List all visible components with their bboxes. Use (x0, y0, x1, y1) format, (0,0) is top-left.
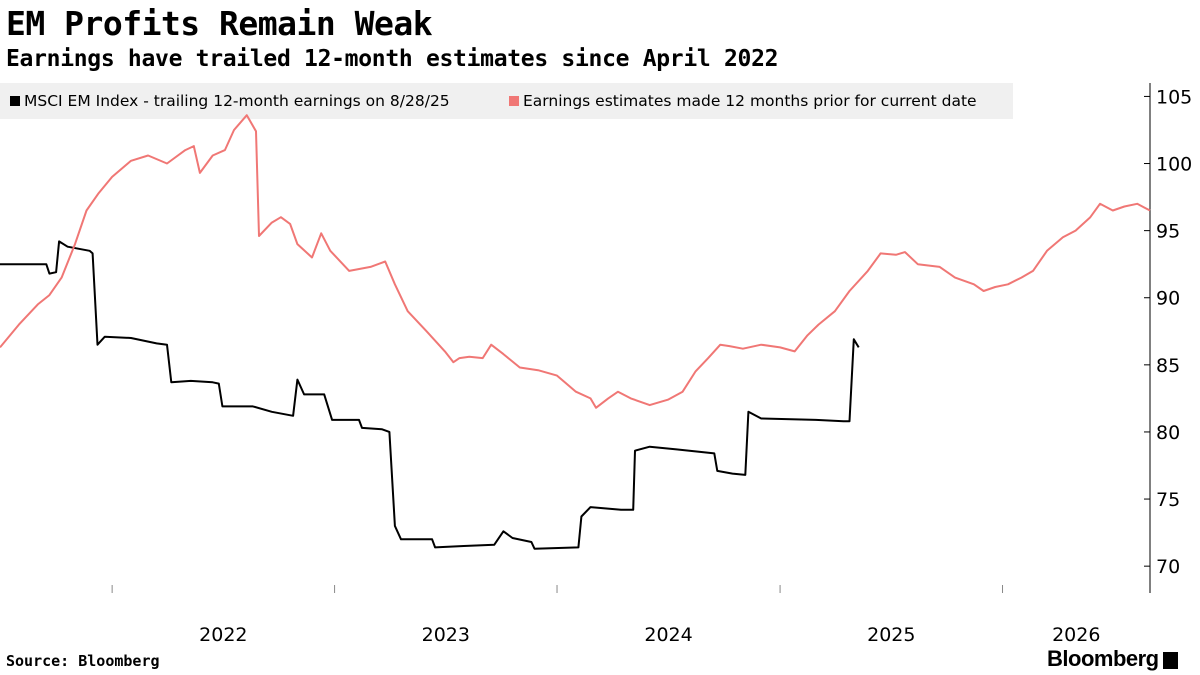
y-tick-label: 70 (1156, 556, 1180, 578)
y-tick-label: 100 (1156, 154, 1192, 176)
legend-item-trailing-earnings[interactable]: MSCI EM Index - trailing 12-month earnin… (10, 92, 450, 110)
bloomberg-logo: Bloomberg (1047, 646, 1178, 672)
chart-title: EM Profits Remain Weak (6, 4, 433, 43)
legend-swatch-black (10, 96, 20, 106)
y-tick-label: 80 (1156, 422, 1180, 444)
legend-item-estimates[interactable]: Earnings estimates made 12 months prior … (509, 92, 977, 110)
y-tick-label: 75 (1156, 489, 1180, 511)
y-tick-label: 105 (1156, 86, 1192, 108)
legend: MSCI EM Index - trailing 12-month earnin… (0, 83, 1013, 119)
legend-label-estimates: Earnings estimates made 12 months prior … (523, 92, 977, 110)
chart-subtitle: Earnings have trailed 12-month estimates… (6, 46, 779, 72)
bloomberg-logo-icon (1162, 651, 1178, 669)
x-tick-label: 2022 (199, 624, 247, 646)
y-tick-label: 85 (1156, 355, 1180, 377)
x-tick-label: 2025 (867, 624, 915, 646)
y-tick-label: 95 (1156, 221, 1180, 243)
x-tick-label: 2026 (1052, 624, 1100, 646)
x-tick-label: 2024 (644, 624, 692, 646)
x-tick-label: 2023 (422, 624, 470, 646)
legend-swatch-red (509, 96, 519, 106)
series-line-trailing-earnings (0, 240, 860, 550)
y-tick-label: 90 (1156, 288, 1180, 310)
source-note: Source: Bloomberg (6, 652, 160, 670)
legend-label-trailing-earnings: MSCI EM Index - trailing 12-month earnin… (24, 92, 450, 110)
logo-text: Bloomberg (1047, 646, 1159, 671)
series-line-estimates (0, 114, 1151, 409)
